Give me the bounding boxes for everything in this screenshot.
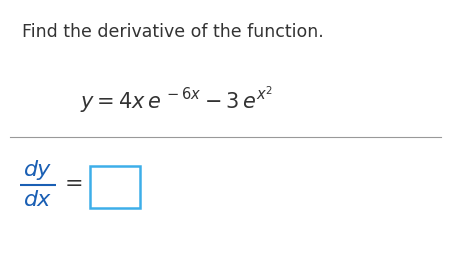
- Bar: [90, 166, 140, 208]
- Text: Find the derivative of the function.: Find the derivative of the function.: [22, 23, 324, 41]
- Text: dx: dx: [24, 190, 51, 210]
- Text: $y = 4x\,e^{\,-6x} - 3\,e^{x^2}$: $y = 4x\,e^{\,-6x} - 3\,e^{x^2}$: [80, 85, 273, 115]
- Text: dy: dy: [24, 160, 51, 180]
- Text: =: =: [64, 174, 83, 194]
